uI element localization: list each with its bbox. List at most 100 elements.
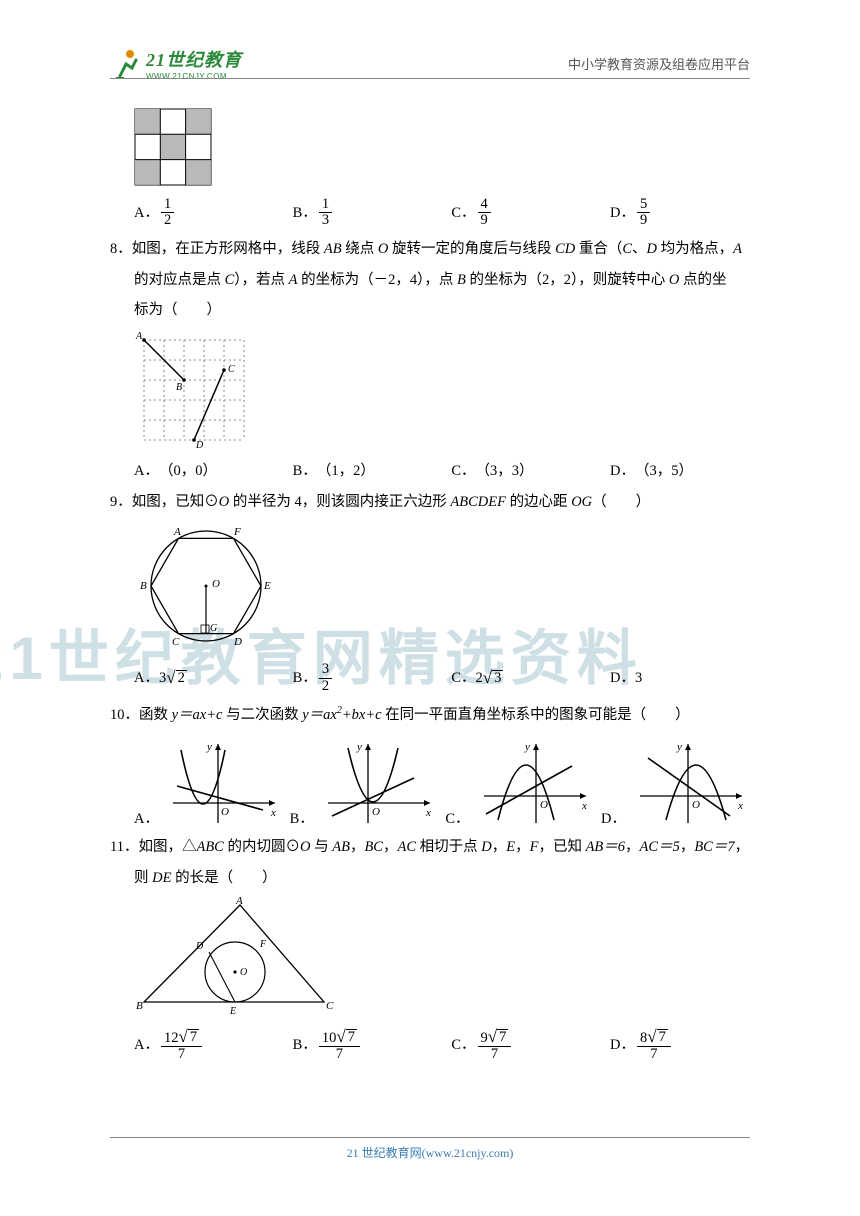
q11-C-nc: 9 bbox=[481, 1030, 488, 1046]
q8-t1f: 均为格点， bbox=[657, 241, 733, 257]
q11-opt-D: D． 8√77 bbox=[610, 1028, 750, 1062]
header-tagline: 中小学教育资源及组卷应用平台 bbox=[568, 54, 750, 73]
q7-D-den: 9 bbox=[637, 213, 650, 228]
q7-opt-B: B． 13 bbox=[293, 197, 452, 228]
q9-opt-A: A．3√2 bbox=[134, 662, 293, 693]
q8-A: A bbox=[733, 241, 742, 257]
q11-ABC: ABC bbox=[196, 839, 223, 855]
svg-text:x: x bbox=[737, 800, 743, 812]
q11-line2: 则 DE 的长是（ ） bbox=[110, 863, 750, 893]
graph-C-icon: x y O bbox=[474, 738, 594, 828]
svg-text:x: x bbox=[581, 800, 587, 812]
q11-eq1: AB＝6 bbox=[586, 839, 625, 855]
svg-text:y: y bbox=[356, 741, 362, 753]
q10-t1: 函数 bbox=[139, 707, 172, 723]
q11-t2: 的内切圆⊙ bbox=[224, 839, 300, 855]
q8-line1: 8．如图，在正方形网格中，线段 AB 绕点 O 旋转一定的角度后与线段 CD 重… bbox=[110, 234, 750, 264]
q11-A-den: 7 bbox=[175, 1047, 188, 1062]
q11-opt-A: A． 12√77 bbox=[134, 1028, 293, 1062]
svg-text:D: D bbox=[195, 440, 204, 450]
svg-text:E: E bbox=[229, 1006, 236, 1017]
q10-line: 10．函数 y＝ax+c 与二次函数 y＝ax2+bx+c 在同一平面直角坐标系… bbox=[110, 700, 750, 730]
q9-C-coef: 2 bbox=[476, 668, 483, 688]
q9-number: 9． bbox=[110, 494, 132, 510]
q10-number: 10． bbox=[110, 707, 139, 723]
q8-t1e: 、 bbox=[632, 241, 647, 257]
q11-figure: A B C D F E O bbox=[134, 897, 750, 1022]
svg-text:O: O bbox=[240, 967, 247, 978]
q9-OG: OG bbox=[571, 494, 592, 510]
grid-rotation-icon: A B C D bbox=[134, 330, 254, 450]
q10-C-label: C． bbox=[445, 807, 469, 828]
q8-AB: AB bbox=[324, 241, 342, 257]
q10-opt-B: B． x y O bbox=[290, 738, 446, 828]
q7-A-num: 1 bbox=[161, 197, 174, 213]
q8-A2: A bbox=[289, 272, 298, 288]
header-rule bbox=[110, 78, 750, 79]
svg-text:A: A bbox=[235, 897, 243, 907]
svg-text:O: O bbox=[540, 799, 548, 811]
footer-rule bbox=[110, 1137, 750, 1138]
q10-opt-C: C． x y O bbox=[445, 738, 601, 828]
hexagon-circle-icon: A F E D C B O G bbox=[134, 521, 284, 651]
q8-line3: 标为（ ） bbox=[110, 295, 750, 325]
q8-t1b: 绕点 bbox=[342, 241, 378, 257]
q10-eq2a: y＝ax bbox=[302, 707, 337, 723]
q11-DE: DE bbox=[152, 870, 171, 886]
q8-t1d: 重合（ bbox=[575, 241, 622, 257]
q10-opt-D: D． x y O bbox=[601, 738, 750, 828]
q7-D-num: 5 bbox=[637, 197, 650, 213]
q9-ABCDEF: ABCDEF bbox=[450, 494, 506, 510]
svg-text:O: O bbox=[692, 799, 700, 811]
q9-figure: A F E D C B O G bbox=[134, 521, 750, 656]
q8-B-val: （1，2） bbox=[317, 461, 375, 481]
q11-t8: ， bbox=[735, 839, 750, 855]
q9-opt-C: C．2√3 bbox=[451, 662, 610, 693]
q8-figure: A B C D bbox=[134, 330, 750, 455]
triangle-incircle-icon: A B C D F E O bbox=[134, 897, 334, 1017]
q11-BC: BC bbox=[364, 839, 383, 855]
q8-number: 8． bbox=[110, 241, 132, 257]
q8-line2: 的对应点是点 C），若点 A 的坐标为（－2，4），点 B 的坐标为（2，2），… bbox=[110, 265, 750, 295]
q11-t1: 如图，△ bbox=[138, 839, 196, 855]
q8-C-val: （3，3） bbox=[476, 461, 534, 481]
q7-C-den: 9 bbox=[478, 213, 491, 228]
q11-eq2: AC＝5 bbox=[640, 839, 680, 855]
q11-number: 11． bbox=[110, 839, 138, 855]
q11-l2b: 的长是（ ） bbox=[171, 870, 276, 886]
q8-opt-D: D．（3，5） bbox=[610, 461, 750, 481]
q11-t3: 与 bbox=[310, 839, 332, 855]
q8-t2a: 的对应点是点 bbox=[134, 272, 225, 288]
q11-t5: ， bbox=[383, 839, 398, 855]
q7-opt-C: C． 49 bbox=[451, 197, 610, 228]
q9-line: 9．如图，已知⊙O 的半径为 4，则该圆内接正六边形 ABCDEF 的边心距 O… bbox=[110, 487, 750, 517]
q9-opt-B: B．32 bbox=[293, 662, 452, 693]
q8-opt-B: B．（1，2） bbox=[293, 461, 452, 481]
svg-text:O: O bbox=[372, 806, 380, 818]
q9-t4: （ ） bbox=[592, 494, 650, 510]
q11-c3: ， bbox=[625, 839, 640, 855]
q7-options: A． 12 B． 13 C． 49 D． 59 bbox=[134, 197, 750, 228]
q11-t4: ， bbox=[350, 839, 365, 855]
q11-E: E bbox=[506, 839, 515, 855]
q8-opt-A: A．（0，0） bbox=[134, 461, 293, 481]
q8-A-val: （0，0） bbox=[159, 461, 217, 481]
svg-text:B: B bbox=[176, 382, 182, 393]
q9-O: O bbox=[219, 494, 229, 510]
q11-AB: AB bbox=[332, 839, 350, 855]
q11-t6: 相切于点 bbox=[416, 839, 481, 855]
q10-opt-A: A． x y O bbox=[134, 738, 290, 828]
q8-opt-C: C．（3，3） bbox=[451, 461, 610, 481]
q8-t1a: 如图，在正方形网格中，线段 bbox=[132, 241, 324, 257]
q11-B-den: 7 bbox=[333, 1047, 346, 1062]
q11-D-nc: 8 bbox=[640, 1030, 647, 1046]
graph-A-icon: x y O bbox=[163, 738, 283, 828]
q11-l2a: 则 bbox=[134, 870, 152, 886]
q11-opt-C: C． 9√77 bbox=[451, 1028, 610, 1062]
svg-text:A: A bbox=[173, 526, 181, 538]
q7-B-den: 3 bbox=[319, 213, 332, 228]
q10-eq2b: +bx+c bbox=[342, 707, 382, 723]
q11-A-nr: 7 bbox=[188, 1029, 199, 1046]
q11-c1: ， bbox=[492, 839, 507, 855]
svg-text:C: C bbox=[326, 1000, 334, 1012]
